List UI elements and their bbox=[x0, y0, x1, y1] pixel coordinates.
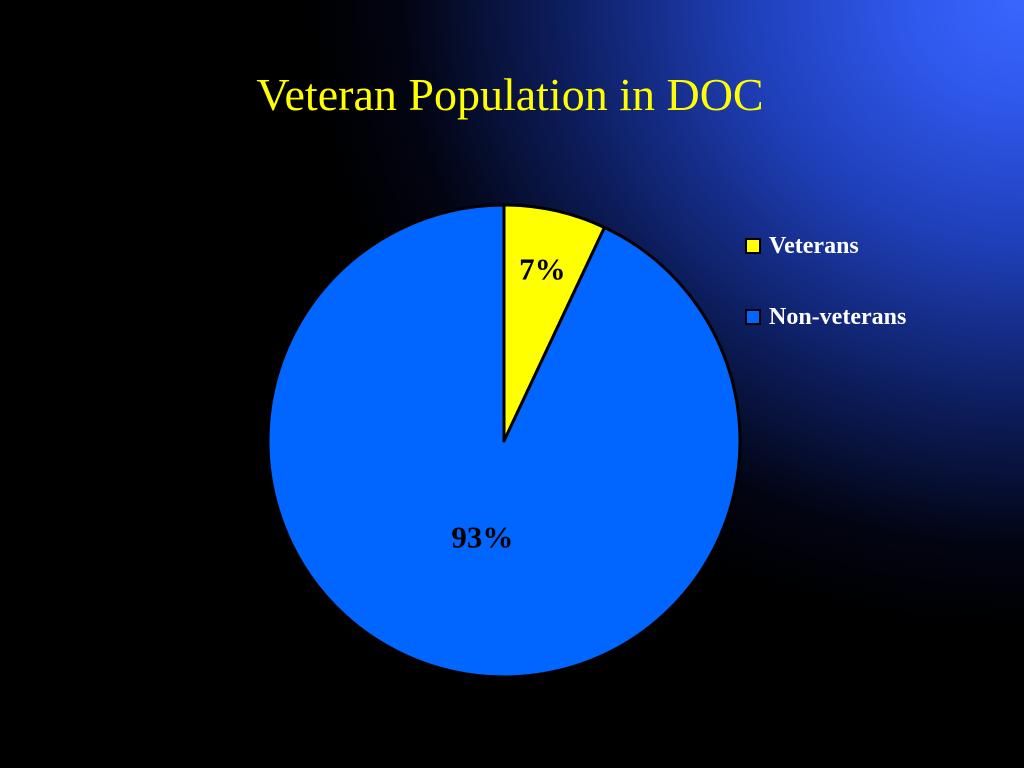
legend-swatch-veterans bbox=[745, 238, 761, 254]
legend-item-veterans: Veterans bbox=[745, 228, 906, 264]
pie-slices bbox=[266, 203, 742, 679]
legend-item-non-veterans: Non-veterans bbox=[745, 299, 906, 335]
pie-data-labels: 7% 93% bbox=[451, 251, 565, 554]
legend-label-non-veterans: Non-veterans bbox=[769, 303, 907, 330]
legend-label-veterans: Veterans bbox=[769, 232, 859, 259]
pie-slice-veterans bbox=[502, 203, 606, 443]
chart-legend: Veterans Non-veterans const data = JSON.… bbox=[745, 228, 906, 370]
data-label-veterans: 7% bbox=[519, 251, 566, 286]
slide-title: Veteran Population in DOC bbox=[256, 69, 764, 120]
legend-swatch-non-veterans bbox=[745, 309, 761, 325]
data-label-non-veterans: 93% bbox=[451, 520, 513, 555]
pie-slice-non-veterans bbox=[266, 203, 742, 679]
